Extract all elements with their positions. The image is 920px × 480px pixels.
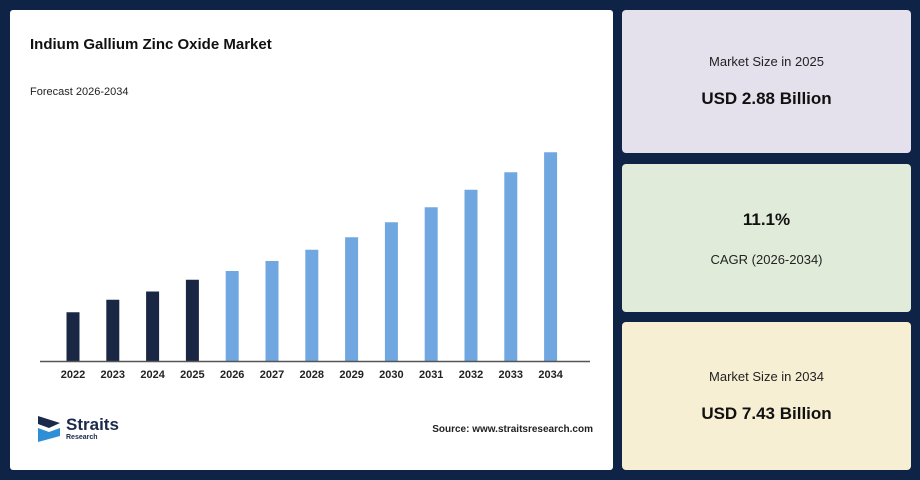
x-tick-label: 2029: [339, 369, 363, 381]
bar-2034: [544, 152, 558, 361]
card-label: Market Size in 2025: [709, 54, 824, 69]
x-tick-label: 2024: [140, 369, 165, 381]
card-value: USD 2.88 Billion: [701, 89, 832, 108]
bar-2029: [345, 237, 359, 361]
x-tick-label: 2025: [180, 369, 204, 381]
chart-title: Indium Gallium Zinc Oxide Market: [30, 36, 272, 53]
card-value: 11.1%: [742, 209, 791, 229]
source-text: Source: www.straitsresearch.com: [432, 424, 593, 435]
card-value: USD 7.43 Billion: [701, 403, 832, 423]
bar-chart: 2022 2023 2024 2025 2026 2027 2028 2029 2030 2031…: [40, 152, 590, 381]
bar-2032: [464, 189, 478, 361]
card-label: CAGR (2026-2034): [710, 251, 823, 267]
x-tick-label: 2031: [419, 369, 443, 381]
x-tick-label: 2022: [61, 369, 85, 381]
x-tick-label: 2023: [101, 369, 125, 381]
market-size-2025-card: Market Size in 2025 USD 2.88 Billion: [622, 10, 911, 153]
bar-2022: [66, 312, 80, 361]
bar-2023: [106, 299, 120, 361]
chart-subtitle: Forecast 2026-2034: [30, 86, 129, 98]
chart-panel: Indium Gallium Zinc Oxide Market Forecas…: [10, 10, 613, 470]
bar-2031: [424, 207, 438, 361]
x-tick-label: 2030: [379, 369, 403, 381]
market-size-2034-card: Market Size in 2034 USD 7.43 Billion: [622, 322, 911, 470]
straits-logo-icon: [38, 416, 60, 442]
cagr-card: 11.1% CAGR (2026-2034): [622, 164, 911, 312]
x-tick-label: 2028: [300, 369, 324, 381]
card-label: Market Size in 2034: [709, 368, 824, 384]
x-tick-label: 2033: [499, 369, 523, 381]
bar-2024: [146, 291, 160, 361]
straits-logo: Straits Research: [38, 414, 119, 442]
x-tick-label: 2026: [220, 369, 244, 381]
bar-2028: [305, 249, 319, 361]
bar-2030: [384, 222, 398, 361]
logo-subtitle: Research: [66, 433, 98, 441]
x-tick-label: 2032: [459, 369, 483, 381]
bar-2033: [504, 172, 518, 361]
x-tick-label: 2027: [260, 369, 284, 381]
bar-2027: [265, 261, 279, 361]
bar-2026: [225, 271, 239, 361]
bar-2025: [185, 279, 199, 361]
logo-name: Straits: [66, 414, 119, 434]
x-tick-label: 2034: [538, 369, 563, 381]
